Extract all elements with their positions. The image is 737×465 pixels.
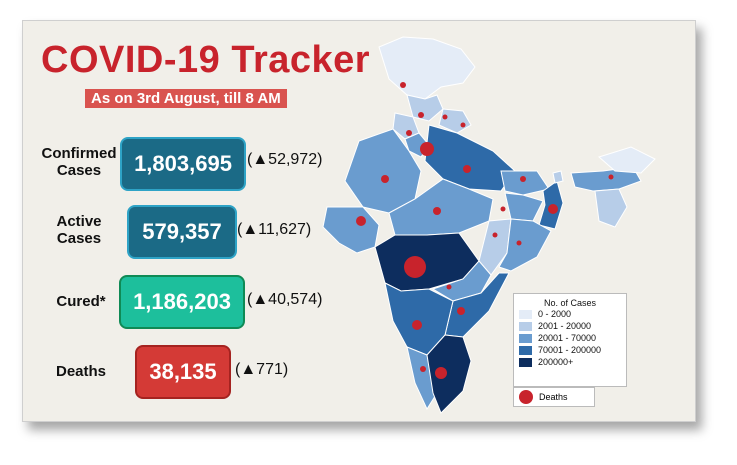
death-marker xyxy=(356,216,366,226)
deaths-value: 38,135 xyxy=(149,359,217,384)
legend-item: 70001 - 200000 xyxy=(519,344,626,356)
legend-item-label: 0 - 2000 xyxy=(538,309,572,319)
region-ne-south xyxy=(594,188,628,228)
legend-swatch xyxy=(519,345,532,355)
death-marker xyxy=(418,112,424,118)
cured-label: Cured* xyxy=(56,293,106,310)
region-karnataka xyxy=(384,282,454,356)
confirmed-label-line2: Cases xyxy=(56,162,102,179)
death-marker xyxy=(442,114,448,120)
death-marker xyxy=(548,204,558,214)
region-rajasthan xyxy=(344,128,422,214)
death-marker xyxy=(500,206,506,212)
death-marker xyxy=(460,122,466,128)
red-circle-icon xyxy=(519,390,533,404)
confirmed-label: Confirmed Cases xyxy=(33,145,125,179)
region-arunachal xyxy=(597,146,656,174)
confirmed-value: 1,803,695 xyxy=(134,151,232,176)
cured-value-box: 1,186,203 xyxy=(119,275,245,329)
legend-swatch xyxy=(519,321,532,331)
death-marker xyxy=(435,367,447,379)
legend-item-label: 20001 - 70000 xyxy=(538,333,597,343)
region-mp xyxy=(388,178,494,236)
page-title: COVID-19 Tracker xyxy=(41,39,371,81)
region-gujarat xyxy=(322,206,380,254)
active-label: Active Cases xyxy=(39,213,119,247)
active-label-line2: Cases xyxy=(56,230,102,247)
active-label-line1: Active xyxy=(56,213,102,230)
legend-item: 200000+ xyxy=(519,356,626,368)
legend-title: No. of Cases xyxy=(543,298,597,308)
death-marker xyxy=(457,307,465,315)
legend-deaths: Deaths xyxy=(513,387,595,407)
death-marker xyxy=(492,232,498,238)
confirmed-label-line1: Confirmed xyxy=(41,145,117,162)
death-marker xyxy=(433,207,441,215)
legend-deaths-label: Deaths xyxy=(539,392,568,402)
legend-item: 2001 - 20000 xyxy=(519,320,626,332)
deaths-label: Deaths xyxy=(55,363,107,380)
tracker-panel: COVID-19 Tracker As on 3rd August, till … xyxy=(22,20,696,422)
region-sikkim xyxy=(552,170,564,184)
region-telangana xyxy=(431,260,492,302)
legend-swatch xyxy=(519,309,532,319)
active-value-box: 579,357 xyxy=(127,205,237,259)
death-marker xyxy=(400,82,406,88)
legend-item: 20001 - 70000 xyxy=(519,332,626,344)
map-legend: No. of Cases 0 - 2000 2001 - 20000 20001… xyxy=(513,293,627,387)
region-punjab xyxy=(392,112,420,140)
legend-item-label: 2001 - 20000 xyxy=(538,321,592,331)
deaths-value-box: 38,135 xyxy=(135,345,231,399)
legend-swatch xyxy=(519,333,532,343)
death-marker xyxy=(463,165,471,173)
cured-value: 1,186,203 xyxy=(133,289,231,314)
region-ap xyxy=(444,272,510,338)
legend-item-label: 70001 - 200000 xyxy=(538,345,602,355)
region-haryana xyxy=(404,132,430,158)
death-marker xyxy=(420,142,434,156)
death-marker xyxy=(406,130,412,136)
region-bihar xyxy=(500,170,550,196)
region-tn xyxy=(426,334,472,414)
deaths-delta: (▲771) xyxy=(235,361,289,378)
confirmed-value-box: 1,803,695 xyxy=(120,137,246,191)
region-up xyxy=(424,124,516,192)
region-assam xyxy=(570,166,642,192)
region-wb xyxy=(538,180,564,230)
legend-item-label: 200000+ xyxy=(538,357,574,367)
region-odisha xyxy=(498,218,552,272)
death-marker xyxy=(420,366,426,372)
region-maharashtra xyxy=(374,232,480,292)
death-marker xyxy=(516,240,522,246)
active-value: 579,357 xyxy=(142,219,222,244)
cured-delta: (▲40,574) xyxy=(247,291,323,308)
region-uk xyxy=(438,108,472,134)
legend-swatch xyxy=(519,357,532,367)
death-marker xyxy=(412,320,422,330)
confirmed-delta: (▲52,972) xyxy=(247,151,323,168)
region-north xyxy=(378,36,476,100)
death-marker xyxy=(608,174,614,180)
page-subtitle: As on 3rd August, till 8 AM xyxy=(85,89,287,108)
region-jharkhand xyxy=(504,192,544,222)
region-kerala xyxy=(406,346,438,411)
region-hp xyxy=(406,94,444,122)
death-marker xyxy=(446,284,452,290)
death-marker xyxy=(404,256,426,278)
active-delta: (▲11,627) xyxy=(237,221,312,238)
death-marker xyxy=(520,176,526,182)
death-marker xyxy=(381,175,389,183)
legend-item: 0 - 2000 xyxy=(519,308,626,320)
region-chhattisgarh xyxy=(478,218,512,276)
